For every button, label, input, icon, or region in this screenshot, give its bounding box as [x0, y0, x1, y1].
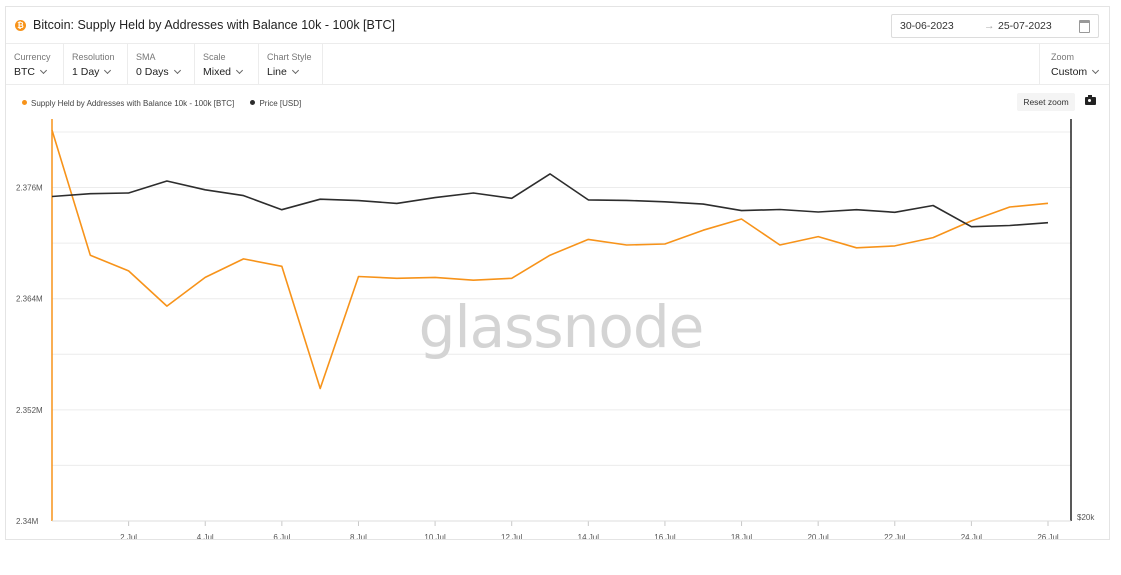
x-tick-label: 2 Jul — [120, 533, 137, 539]
date-start[interactable]: 30-06-2023 — [900, 20, 954, 32]
chart-legend: Supply Held by Addresses with Balance 10… — [22, 99, 315, 108]
zoom-value[interactable]: Custom — [1051, 66, 1100, 78]
x-tick-label: 16 Jul — [654, 533, 676, 539]
chart-style-value[interactable]: Line — [267, 66, 299, 78]
chart-header: ₿ Bitcoin: Supply Held by Addresses with… — [6, 7, 1109, 44]
y-tick-label: 2.376M — [16, 184, 43, 193]
x-tick-label: 6 Jul — [273, 533, 290, 539]
resolution-select[interactable]: Resolution 1 Day — [64, 44, 128, 84]
sma-value[interactable]: 0 Days — [136, 66, 181, 78]
x-tick-label: 4 Jul — [197, 533, 214, 539]
currency-label: Currency — [14, 52, 51, 62]
supply-line[interactable] — [51, 129, 1049, 390]
reset-zoom-button[interactable]: Reset zoom — [1017, 93, 1075, 111]
zoom-select[interactable]: Zoom Custom — [1039, 44, 1109, 84]
x-tick-label: 22 Jul — [884, 533, 906, 539]
camera-icon[interactable] — [1085, 95, 1096, 105]
scale-select[interactable]: Scale Mixed — [195, 44, 259, 84]
x-tick-label: 18 Jul — [731, 533, 753, 539]
x-tick-label: 8 Jul — [350, 533, 367, 539]
date-range-picker[interactable]: 30-06-2023 → 25-07-2023 — [891, 14, 1099, 38]
resolution-value[interactable]: 1 Day — [72, 66, 112, 78]
x-tick-label: 26 Jul — [1037, 533, 1059, 539]
bitcoin-icon: ₿ — [15, 20, 26, 31]
chart-toolbar: Currency BTC Resolution 1 Day SMA 0 Days… — [6, 44, 1109, 85]
scale-label: Scale — [203, 52, 226, 62]
zoom-label: Zoom — [1051, 52, 1075, 62]
y-tick-label: 2.352M — [16, 406, 43, 415]
x-tick-label: 20 Jul — [807, 533, 829, 539]
sma-label: SMA — [136, 52, 156, 62]
chart-plot: glassnode 2.34M 2.352M 2.364M 2.376M 2 Jul 4… — [16, 119, 1095, 539]
y-axis-left: 2.34M 2.352M 2.364M 2.376M — [16, 184, 43, 526]
x-tick-label: 12 Jul — [501, 533, 523, 539]
chart-card: ₿ Bitcoin: Supply Held by Addresses with… — [5, 6, 1110, 540]
y-right-tick-label: $20k — [1077, 513, 1095, 522]
legend-item-supply[interactable]: Supply Held by Addresses with Balance 10… — [22, 99, 234, 108]
chart-style-select[interactable]: Chart Style Line — [259, 44, 323, 84]
legend-label-price: Price [USD] — [259, 99, 302, 108]
legend-item-price[interactable]: Price [USD] — [250, 99, 301, 108]
legend-dot-price — [250, 100, 256, 105]
x-tick-label: 24 Jul — [961, 533, 983, 539]
chart-title: Bitcoin: Supply Held by Addresses with B… — [33, 18, 395, 32]
glassnode-watermark: glassnode — [419, 293, 704, 361]
legend-dot-supply — [22, 100, 27, 105]
x-tick-label: 10 Jul — [424, 533, 446, 539]
arrow-right-icon: → — [984, 20, 995, 32]
legend-label-supply: Supply Held by Addresses with Balance 10… — [31, 99, 235, 108]
scale-value[interactable]: Mixed — [203, 66, 244, 78]
axes — [51, 119, 1072, 522]
currency-value[interactable]: BTC — [14, 66, 48, 78]
x-axis: 2 Jul 4 Jul 6 Jul 8 Jul 10 Jul 12 Jul 14 Jul 16… — [120, 521, 1059, 539]
sma-select[interactable]: SMA 0 Days — [128, 44, 195, 84]
chart-style-label: Chart Style — [267, 52, 312, 62]
resolution-label: Resolution — [72, 52, 115, 62]
calendar-icon[interactable] — [1079, 20, 1090, 33]
currency-select[interactable]: Currency BTC — [6, 44, 64, 84]
y-tick-label: 2.364M — [16, 295, 43, 304]
date-end[interactable]: 25-07-2023 — [998, 20, 1052, 32]
series-group — [51, 129, 1049, 390]
price-line[interactable] — [51, 173, 1049, 228]
y-tick-label: 2.34M — [16, 517, 39, 526]
x-tick-label: 14 Jul — [578, 533, 600, 539]
